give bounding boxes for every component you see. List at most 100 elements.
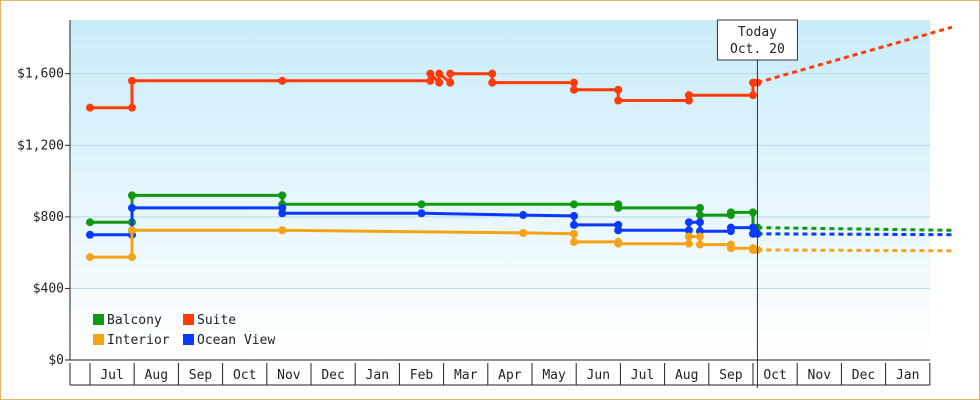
- series-forecast-line: [757, 232, 952, 237]
- data-point: [278, 209, 287, 218]
- data-point: [749, 208, 757, 217]
- data-point: [569, 85, 578, 94]
- x-tick-label: Dec: [852, 368, 875, 383]
- today-label: Today: [738, 25, 777, 40]
- data-point: [684, 218, 693, 227]
- x-tick-label: Dec: [321, 368, 344, 383]
- data-point: [569, 211, 578, 220]
- x-tick-label: Aug: [145, 368, 168, 383]
- data-point: [426, 69, 435, 78]
- x-tick-label: Jul: [631, 368, 654, 383]
- data-point: [749, 91, 757, 100]
- x-tick-label: Apr: [498, 368, 522, 383]
- data-point: [417, 200, 426, 209]
- data-point: [726, 208, 735, 217]
- data-point: [127, 191, 136, 200]
- data-point: [684, 226, 693, 235]
- y-tick-label: $1,200: [17, 138, 64, 153]
- data-point: [417, 209, 426, 218]
- series-forecast-line: [756, 25, 953, 85]
- data-point: [614, 96, 623, 105]
- data-point: [86, 230, 94, 239]
- legend-label: Balcony: [107, 313, 162, 328]
- data-point: [726, 223, 735, 232]
- data-point: [695, 232, 704, 241]
- series-interior: [86, 226, 952, 262]
- data-point: [488, 78, 497, 87]
- legend-label: Ocean View: [197, 333, 275, 348]
- legend: Balcony Suite Interior Ocean View: [93, 313, 275, 348]
- data-point: [127, 226, 136, 235]
- data-point: [684, 232, 693, 241]
- x-tick-label: Aug: [675, 368, 698, 383]
- x-tick-label: Sep: [189, 368, 213, 383]
- data-point: [446, 78, 455, 87]
- legend-swatch: [93, 314, 104, 325]
- x-tick-label: Feb: [410, 368, 434, 383]
- y-tick-label: $0: [48, 353, 64, 368]
- data-point: [695, 240, 704, 249]
- today-marker: Today Oct. 20: [716, 19, 798, 388]
- x-tick-label: Nov: [277, 368, 301, 383]
- data-point: [695, 218, 704, 227]
- legend-swatch: [183, 334, 194, 345]
- legend-label: Suite: [197, 313, 236, 328]
- data-point: [278, 226, 287, 235]
- x-tick-labels: Jul Aug Sep Oct Nov Dec Jan Feb Mar Apr May Jun Jul A…: [69, 363, 931, 386]
- data-point: [519, 228, 528, 237]
- data-point: [488, 69, 497, 78]
- x-tick-label: Oct: [233, 368, 256, 383]
- data-point: [127, 103, 136, 112]
- x-tick-label: May: [542, 368, 566, 383]
- data-point: [569, 220, 578, 229]
- data-point: [614, 85, 623, 94]
- data-point: [278, 76, 287, 85]
- data-point: [569, 237, 578, 246]
- data-point: [684, 239, 693, 248]
- x-tick-label: Jan: [896, 368, 919, 383]
- x-tick-label: Jan: [366, 368, 389, 383]
- data-point: [127, 76, 136, 85]
- data-point: [749, 223, 757, 232]
- x-tick-label: Jun: [587, 368, 610, 383]
- data-point: [435, 69, 444, 78]
- series-forecast-line: [757, 226, 952, 232]
- axes: [69, 20, 930, 361]
- data-point: [86, 253, 94, 262]
- data-point: [127, 253, 136, 262]
- x-tick-label: Jul: [100, 368, 123, 383]
- data-point: [569, 229, 578, 238]
- data-point: [726, 244, 735, 253]
- data-point: [695, 203, 704, 212]
- data-point: [614, 226, 623, 235]
- today-box: [716, 19, 798, 61]
- data-point: [127, 203, 136, 212]
- legend-swatch: [93, 334, 104, 345]
- data-point: [446, 69, 455, 78]
- data-point: [86, 103, 94, 112]
- legend-label: Interior: [107, 333, 170, 348]
- data-point: [426, 76, 435, 85]
- data-point: [569, 78, 578, 87]
- y-tick-labels: $0 $400 $800 $1,200 $1,600: [17, 67, 70, 368]
- y-tick-label: $400: [33, 281, 64, 296]
- x-tick-label: Mar: [454, 368, 478, 383]
- data-point: [519, 211, 528, 220]
- x-tick-label: Sep: [719, 368, 743, 383]
- legend-swatch: [183, 314, 194, 325]
- data-point: [569, 200, 578, 209]
- x-tick-label: Nov: [808, 368, 832, 383]
- x-tick-label: Oct: [763, 368, 786, 383]
- data-point: [684, 91, 693, 100]
- today-date: Oct. 20: [730, 42, 785, 57]
- y-tick-label: $800: [33, 210, 64, 225]
- data-point: [435, 78, 444, 87]
- y-tick-label: $1,600: [17, 67, 64, 82]
- data-point: [86, 218, 94, 227]
- series-suite: [86, 25, 953, 112]
- plot-background: [70, 20, 930, 360]
- data-point: [278, 191, 287, 200]
- data-point: [695, 211, 704, 220]
- data-point: [614, 239, 623, 248]
